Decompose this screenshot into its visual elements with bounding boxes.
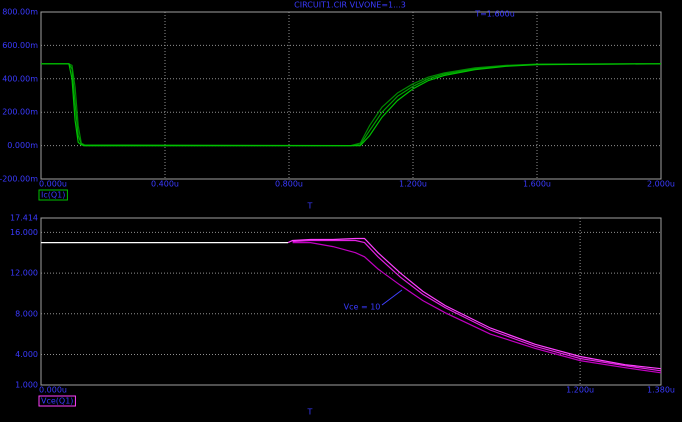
y-tick-label: 17.414 [10,214,38,223]
legend-box [38,189,68,201]
x-tick-label: 0.000u [39,386,67,395]
x-axis-label: T [307,408,313,417]
x-tick-label: 0.800u [275,180,303,189]
x-tick-label: 2.000u [647,180,675,189]
y-tick-label: -200.00m [0,175,38,184]
y-tick-label: 0.000m [7,141,38,150]
legend-box [38,395,76,407]
annotation: Vce = 10 [344,303,381,312]
x-axis-label: T [307,202,313,211]
chart-title: CIRCUIT1.CIR VLVONE=1...3 [294,1,406,10]
data-line [292,239,662,372]
plot-border [40,11,662,180]
y-tick-label: 800.00m [2,8,38,17]
data-line [41,63,662,147]
legend-label: Vce(Q1) [41,397,73,406]
legend-label: Ic(Q1) [41,191,65,200]
data-line [287,237,662,370]
y-tick-label: 200.00m [2,108,38,117]
y-tick-label: 1.000 [15,381,38,390]
y-tick-label: 12.000 [10,269,38,278]
data-line [41,63,662,147]
y-tick-label: 600.00m [2,41,38,50]
x-tick-label: 0.400u [151,180,179,189]
x-tick-label: 1.380u [647,386,675,395]
y-tick-label: 16.000 [10,228,38,237]
plot-border [40,217,662,386]
data-line [41,63,662,147]
x-tick-label: 0.000u [39,180,67,189]
y-tick-label: 8.000 [15,309,38,318]
y-tick-label: 4.000 [15,350,38,359]
x-tick-label: 1.200u [399,180,427,189]
y-tick-label: 400.00m [2,74,38,83]
x-tick-label: 1.600u [523,180,551,189]
data-line [292,242,662,374]
x-tick-label: 1.200u [566,386,594,395]
annotation-arrow [381,289,403,306]
annotation: T=1.600u [474,10,515,19]
